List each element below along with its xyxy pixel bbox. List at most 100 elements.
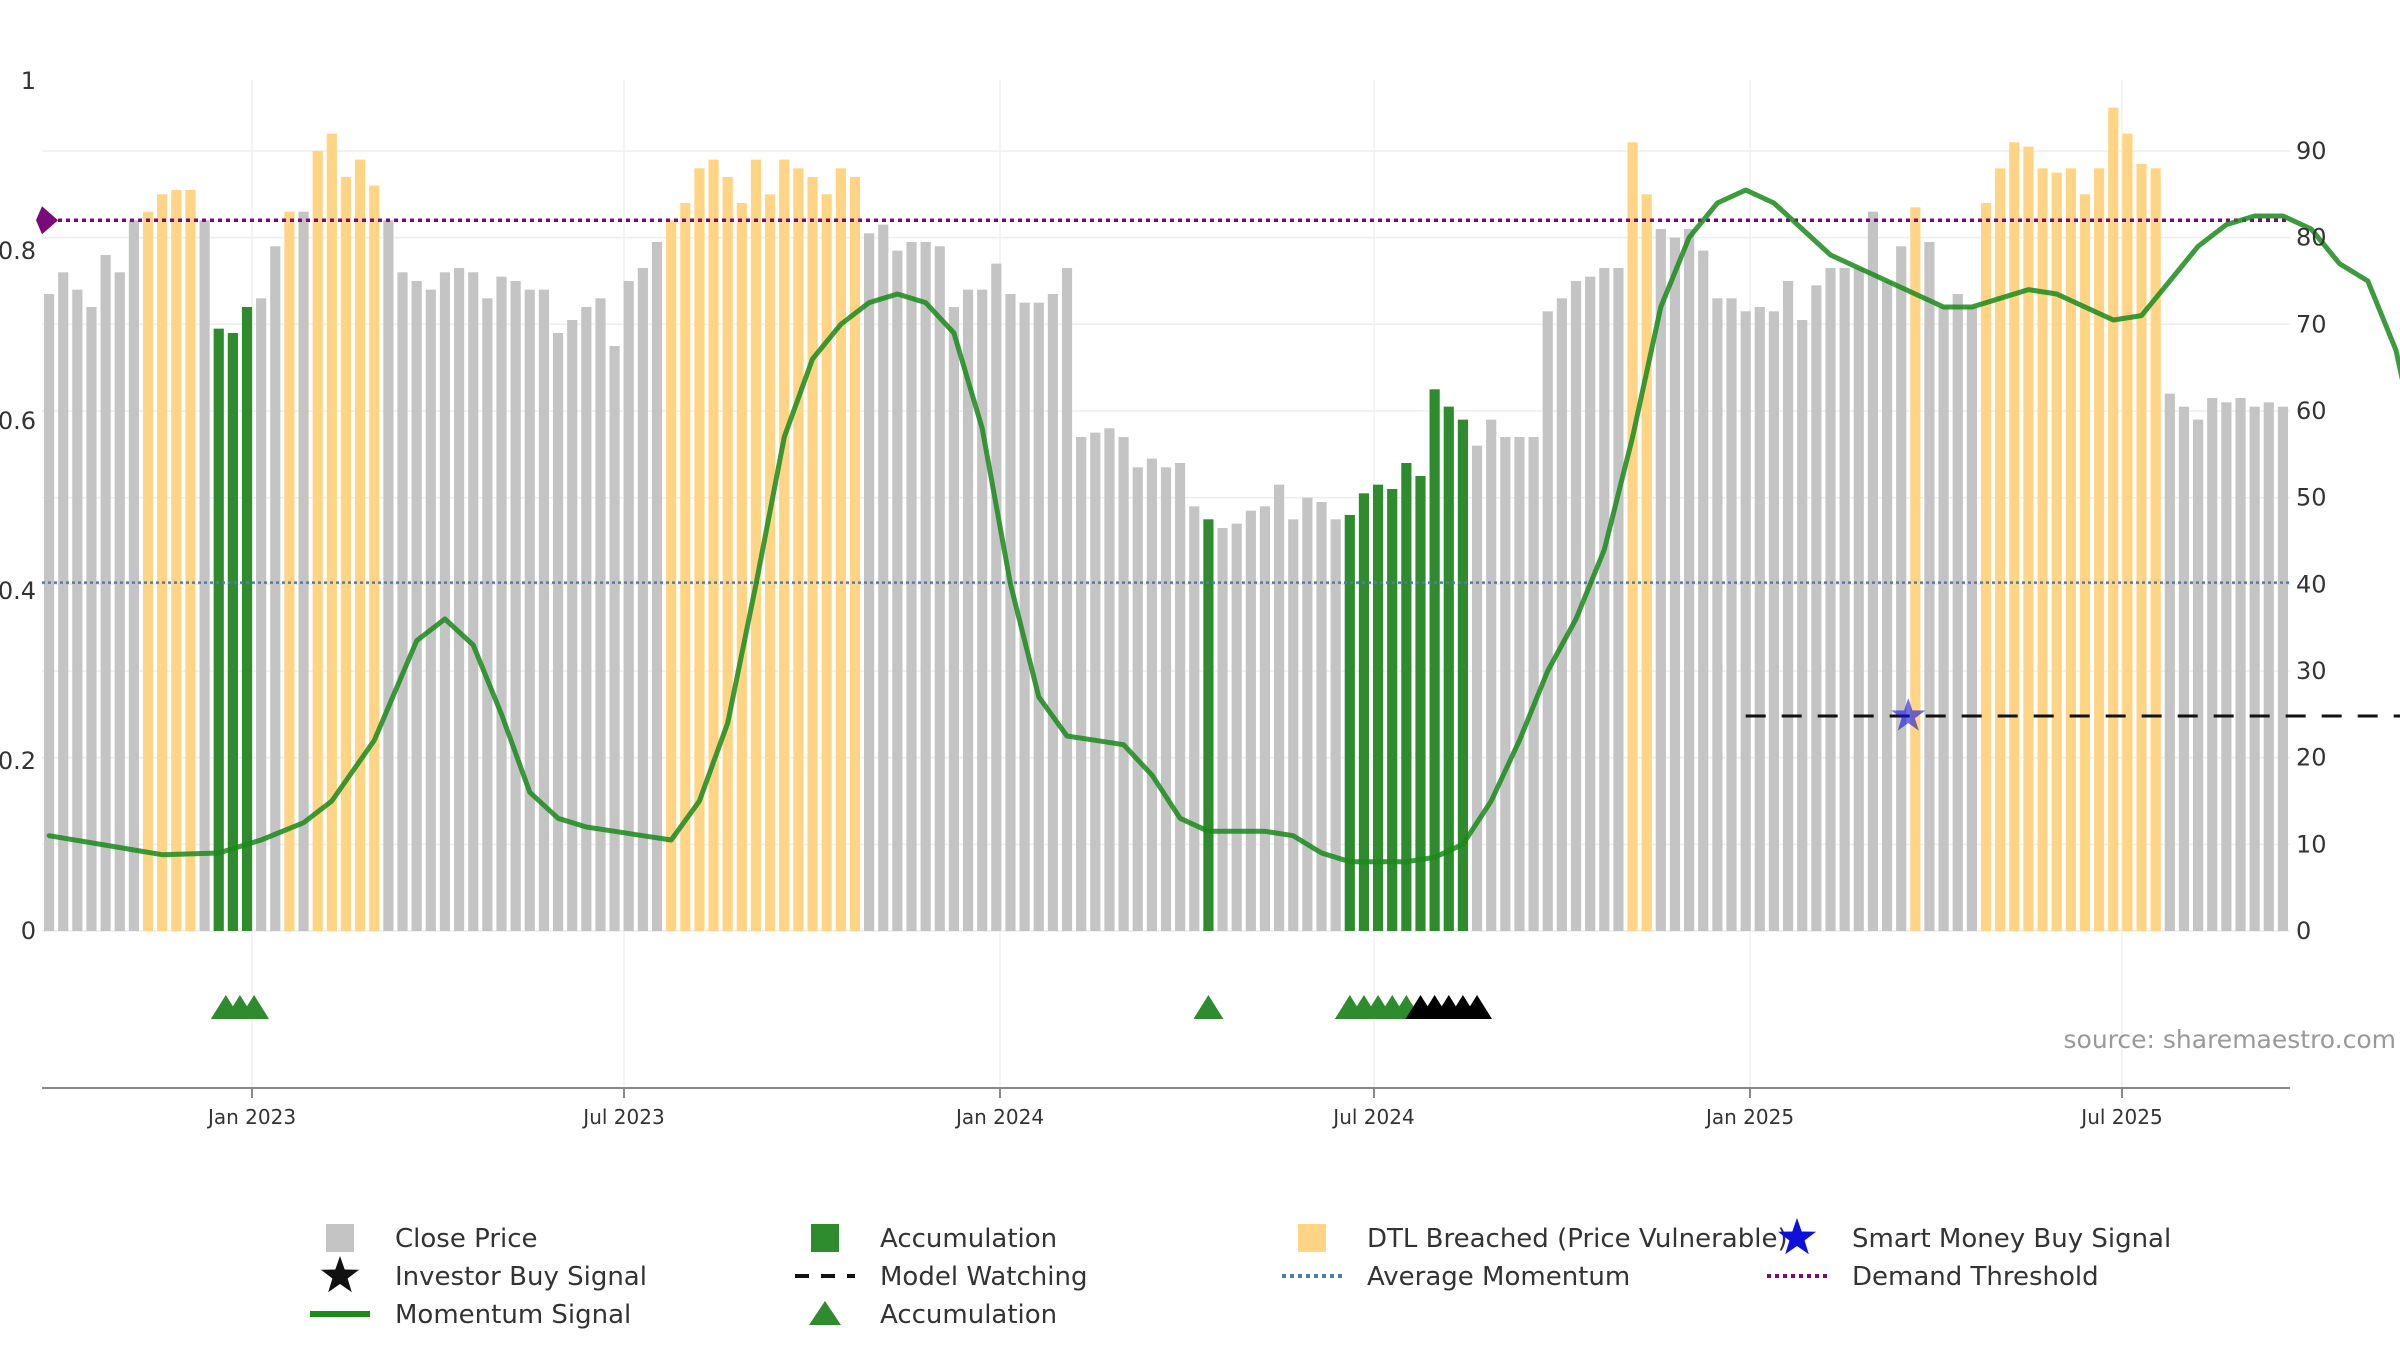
bar-grey [2235, 397, 2246, 932]
bar-orange [1910, 207, 1921, 931]
bar-grey [1613, 267, 1624, 932]
bar-grey [298, 211, 309, 931]
bar-grey [1853, 267, 1864, 932]
left-axis-tick: 0.8 [0, 237, 36, 265]
bar-grey [1570, 280, 1582, 932]
bar-grey [1966, 306, 1977, 932]
left-axis-tick: 0 [21, 917, 36, 945]
bar-orange [2150, 168, 2161, 932]
bar-grey [1684, 228, 1695, 932]
legend-swatch-square [1298, 1224, 1326, 1252]
bar-green [1387, 488, 1398, 931]
bar-green [1443, 406, 1454, 931]
bar-grey [453, 267, 465, 932]
right-axis-tick: 20 [2296, 744, 2327, 772]
bar-orange [142, 211, 154, 931]
bar-grey [1471, 445, 1483, 931]
right-axis-tick: 0 [2296, 917, 2311, 945]
legend-item: Demand Threshold [1767, 1262, 2099, 1292]
legend-item: Investor Buy Signal [321, 1256, 647, 1293]
bar-orange [326, 133, 337, 931]
x-axis-tick: Jan 2025 [1704, 1105, 1794, 1129]
bar-grey [383, 220, 394, 931]
legend-label: Average Momentum [1367, 1262, 1630, 1292]
bar-grey [609, 345, 620, 932]
bar-green [241, 306, 253, 932]
bar-orange [157, 194, 168, 931]
bar-green [1415, 475, 1426, 931]
bar-grey [1768, 311, 1780, 931]
bar-grey [1330, 519, 1341, 931]
right-axis-tick: 80 [2296, 224, 2327, 252]
bar-grey [270, 246, 281, 931]
legend-swatch-square [811, 1224, 839, 1252]
bar-grey [496, 276, 507, 931]
bar-orange [369, 185, 380, 931]
bar-grey [1019, 302, 1030, 931]
bar-orange [171, 189, 182, 932]
bar-orange [1995, 168, 2006, 932]
bar-grey [1698, 250, 1709, 931]
bar-grey [864, 233, 875, 931]
bar-grey [1189, 506, 1200, 931]
bar-grey [934, 246, 945, 931]
bar-grey [595, 298, 606, 931]
bar-green [1358, 493, 1370, 931]
legend-star-icon [1778, 1218, 1816, 1255]
bar-orange [2094, 168, 2105, 932]
legend-item: Momentum Signal [310, 1300, 631, 1330]
bar-grey [482, 298, 493, 931]
legend-label: DTL Breached (Price Vulnerable) [1367, 1224, 1788, 1254]
bar-orange [2122, 133, 2133, 931]
bar-green [213, 328, 224, 931]
bar-green [1372, 484, 1384, 931]
bar-orange [680, 202, 691, 932]
bar-green [1457, 419, 1468, 931]
bar-grey [567, 319, 578, 932]
legend-label: Investor Buy Signal [395, 1262, 647, 1292]
legend-label: Momentum Signal [395, 1300, 631, 1330]
bar-grey [1160, 467, 1172, 931]
bar-grey [1783, 280, 1794, 932]
x-axis-tick: Jan 2023 [206, 1105, 296, 1129]
bar-grey [2221, 402, 2232, 931]
bar-grey [1797, 319, 1808, 932]
bar-grey [892, 250, 903, 931]
bar-orange [2065, 168, 2076, 932]
bar-grey [1825, 267, 1836, 932]
bar-grey [1005, 293, 1016, 932]
bar-orange [750, 159, 762, 931]
legend-label: Accumulation [880, 1224, 1057, 1254]
right-axis-tick: 90 [2296, 137, 2327, 165]
bar-orange [1641, 194, 1652, 931]
bar-grey [538, 289, 549, 931]
bar-grey [1118, 436, 1129, 931]
bar-grey [581, 306, 592, 932]
right-axis-tick: 30 [2296, 657, 2327, 685]
bar-orange [1627, 142, 1638, 932]
bar-grey [1274, 484, 1285, 931]
legend-label: Demand Threshold [1852, 1262, 2099, 1292]
bar-orange [355, 159, 366, 931]
bar-grey [397, 272, 408, 931]
bar-grey [1245, 510, 1256, 931]
bar-orange [2009, 142, 2020, 932]
bar-orange [2037, 168, 2048, 932]
bar-grey [1938, 306, 1949, 932]
bar-grey [1288, 519, 1299, 931]
bar-grey [1175, 462, 1186, 931]
bar-orange [722, 176, 733, 932]
legend-swatch-square [326, 1224, 354, 1252]
bar-grey [1896, 246, 1907, 931]
bar-green [1401, 462, 1412, 931]
left-axis-tick: 0.4 [0, 577, 36, 605]
bar-grey [2249, 406, 2260, 931]
bar-green [1203, 519, 1214, 931]
bar-grey [2164, 393, 2175, 931]
bar-grey [411, 280, 422, 932]
demand-threshold-marker [36, 206, 58, 235]
bar-grey [1726, 298, 1737, 931]
legend-item: Smart Money Buy Signal [1778, 1218, 2171, 1255]
bar-orange [807, 176, 818, 932]
